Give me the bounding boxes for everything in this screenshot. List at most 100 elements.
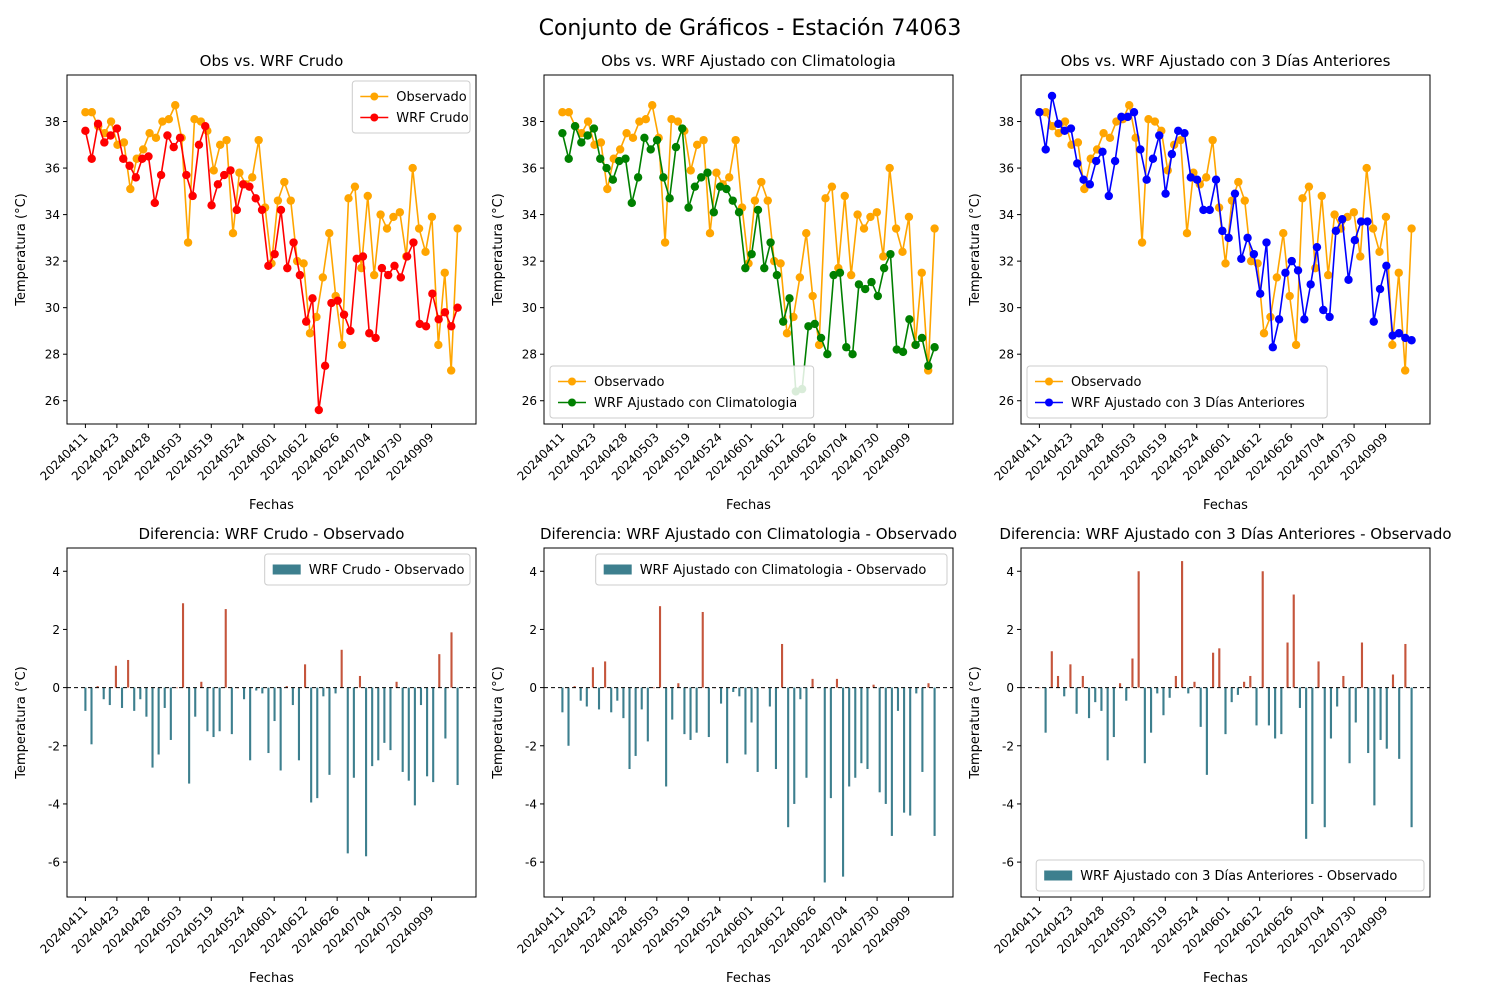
series-point xyxy=(1268,343,1278,352)
series-point xyxy=(583,117,593,126)
diff-bar xyxy=(395,681,398,688)
series-point xyxy=(728,196,737,205)
x-axis-label: Fechas xyxy=(1203,498,1248,513)
series-point xyxy=(558,108,567,117)
series-point xyxy=(1394,329,1404,338)
series-point xyxy=(1066,124,1076,133)
diff-bar xyxy=(628,687,631,770)
series-point xyxy=(1186,173,1196,182)
legend-label: Observado xyxy=(1071,375,1142,390)
diff-bar xyxy=(823,687,826,883)
series-point xyxy=(145,128,154,138)
legend-marker-swatch xyxy=(1045,398,1053,407)
series-point xyxy=(885,163,894,173)
series-point xyxy=(785,294,794,303)
series-point xyxy=(213,180,223,189)
series-point xyxy=(1136,145,1145,154)
diff-bar xyxy=(695,687,698,733)
series-point xyxy=(1400,366,1410,375)
series-point xyxy=(427,212,437,222)
y-axis-label: Temperatura (°C) xyxy=(968,666,983,779)
series-point xyxy=(802,229,811,238)
diff-bar xyxy=(677,683,680,688)
series-point xyxy=(660,238,670,247)
series-point xyxy=(1060,126,1069,136)
diff-bar xyxy=(732,687,735,692)
series-point xyxy=(1104,191,1113,201)
diff-bar xyxy=(726,687,729,764)
series-point xyxy=(652,135,662,145)
y-tick-label: 32 xyxy=(522,255,537,269)
series-point xyxy=(1356,217,1366,226)
series-point xyxy=(696,173,706,182)
series-point xyxy=(228,229,238,238)
series-point xyxy=(1382,261,1391,270)
series-point xyxy=(106,117,116,126)
series-point xyxy=(699,135,708,145)
series-point xyxy=(1304,182,1314,191)
series-point xyxy=(1240,196,1249,205)
series-point xyxy=(686,166,695,175)
diff-bar xyxy=(1398,687,1401,759)
diff-bar xyxy=(163,687,166,708)
series-point xyxy=(156,170,166,180)
series-point xyxy=(1080,184,1089,194)
series-point xyxy=(659,173,668,182)
series-point xyxy=(1407,224,1416,233)
series-point xyxy=(396,273,406,282)
series-point xyxy=(421,322,431,331)
series-point xyxy=(891,224,901,233)
diff-bar xyxy=(774,687,778,770)
series-point xyxy=(151,133,161,143)
series-point xyxy=(823,350,832,359)
series-point xyxy=(731,135,740,145)
diff-bar xyxy=(1292,594,1295,688)
diff-bar xyxy=(1385,687,1388,749)
series-point xyxy=(81,108,90,117)
series-point xyxy=(295,270,305,280)
series-point xyxy=(207,201,216,210)
series-point xyxy=(238,180,248,189)
series-point xyxy=(690,182,700,191)
diff-bar xyxy=(133,687,136,711)
legend-marker-swatch xyxy=(1045,377,1053,386)
series-point xyxy=(766,238,775,247)
diff-bar xyxy=(872,684,875,688)
diff-bar xyxy=(352,687,355,778)
diff-bar xyxy=(267,687,270,754)
series-point xyxy=(251,194,260,203)
diff-bar xyxy=(634,687,637,756)
series-point xyxy=(402,252,412,261)
x-axis-label: Fechas xyxy=(249,498,294,513)
diff-bar xyxy=(1100,687,1103,711)
y-tick-label: 34 xyxy=(999,208,1014,222)
diff-bar xyxy=(90,687,93,745)
series-point xyxy=(1319,305,1328,315)
series-point xyxy=(905,315,914,324)
diff-bar xyxy=(811,678,814,688)
diff-bar xyxy=(1131,658,1134,688)
series-point xyxy=(352,254,361,264)
diff-bar xyxy=(310,687,313,803)
series-point xyxy=(1098,147,1107,156)
diff-bar xyxy=(799,687,802,700)
series-point xyxy=(119,138,129,147)
series-point xyxy=(1255,289,1265,298)
y-tick-label: 4 xyxy=(52,565,60,579)
legend-bar-swatch xyxy=(1044,870,1073,881)
diff-bar xyxy=(610,687,613,713)
figure-title: Conjunto de Gráficos - Estación 74063 xyxy=(538,16,962,41)
diff-bar xyxy=(1280,687,1283,735)
series-point xyxy=(1137,238,1147,247)
diff-bar xyxy=(1298,687,1302,708)
series-point xyxy=(757,177,766,187)
series-point xyxy=(219,170,229,180)
series-point xyxy=(283,263,292,273)
series-point xyxy=(100,138,109,147)
series-point xyxy=(434,340,443,350)
series-point xyxy=(81,126,90,136)
series-point xyxy=(734,208,744,217)
diff-bar xyxy=(1118,683,1122,688)
diff-bar xyxy=(1168,687,1171,698)
series-point xyxy=(314,405,324,415)
